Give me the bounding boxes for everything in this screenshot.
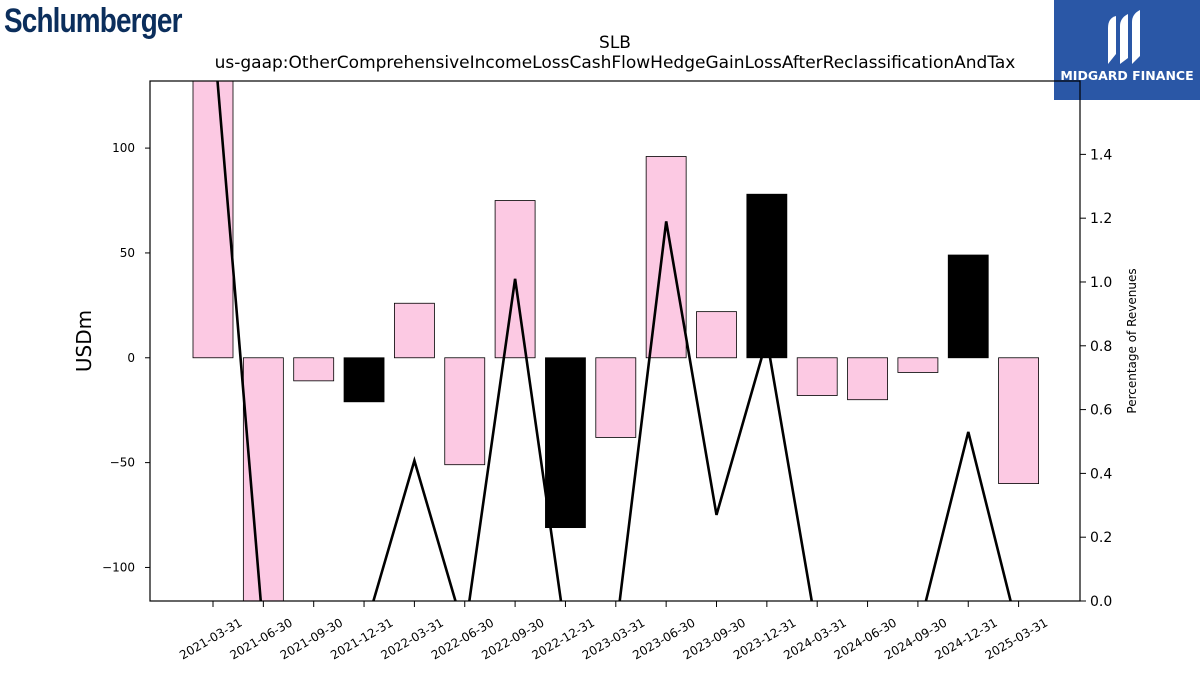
y2-tick-label: 0.0: [1090, 594, 1112, 610]
partner-logo-text: MIDGARD FINANCE: [1060, 68, 1194, 83]
y2-tick-label: 0.2: [1090, 530, 1112, 546]
schlumberger-logo: Schlumberger: [4, 2, 182, 41]
y-axis-right: 0.0 0.2 0.4 0.6 0.8 1.0 1.2 1.4: [1080, 147, 1112, 610]
bar-2024-06-30: [847, 357, 888, 401]
y-tick-label: −50: [110, 456, 135, 470]
bar-2024-03-31: [796, 357, 838, 396]
bar-2022-03-31: [393, 302, 435, 359]
y2-axis-label: Percentage of Revenues: [1125, 268, 1139, 413]
bar-2023-09-30: [696, 311, 737, 359]
bar-2023-03-31: [595, 357, 637, 438]
brand-logo-text: Schlumberger: [4, 2, 182, 40]
midgard-finance-logo: MIDGARD FINANCE: [1054, 0, 1200, 100]
plot-frame: [149, 80, 1081, 602]
revenue-percentage-line: [216, 81, 1012, 601]
y2-tick-label: 1.0: [1090, 275, 1112, 291]
bar-2021-09-30: [293, 357, 335, 382]
bar-2022-06-30: [444, 357, 486, 466]
midgard-mark-icon: [1108, 10, 1140, 64]
chart-title: SLB: [599, 33, 631, 53]
bar-2024-12-31: [947, 254, 989, 359]
y-tick-label: −100: [102, 560, 135, 574]
y2-tick-label: 1.2: [1090, 211, 1112, 227]
y-axis-label: USDm: [72, 310, 96, 372]
bar-2025-03-31: [998, 357, 1039, 484]
y2-tick-label: 1.4: [1090, 147, 1112, 163]
bar-2022-12-31: [545, 357, 586, 529]
bar-2024-09-30: [897, 357, 939, 373]
bar-2021-12-31: [343, 357, 385, 403]
y-axis-left: 100 50 0 −50 −100: [102, 141, 150, 574]
y2-tick-label: 0.6: [1090, 403, 1112, 419]
line-series: [216, 81, 1012, 601]
chart-subtitle: us-gaap:OtherComprehensiveIncomeLossCash…: [215, 53, 1016, 73]
y-tick-label: 50: [120, 246, 135, 260]
y-tick-label: 0: [127, 351, 135, 365]
y2-tick-label: 0.4: [1090, 466, 1112, 482]
y2-tick-label: 0.8: [1090, 339, 1112, 355]
bar-2023-12-31: [746, 193, 788, 359]
bar-2021-06-30: [242, 357, 284, 601]
x-axis: 2021-03-312021-06-302021-09-302021-12-31…: [177, 601, 1050, 662]
bar-2021-03-31: [192, 81, 234, 359]
bar-series: [192, 81, 1039, 601]
y-tick-label: 100: [112, 141, 135, 155]
